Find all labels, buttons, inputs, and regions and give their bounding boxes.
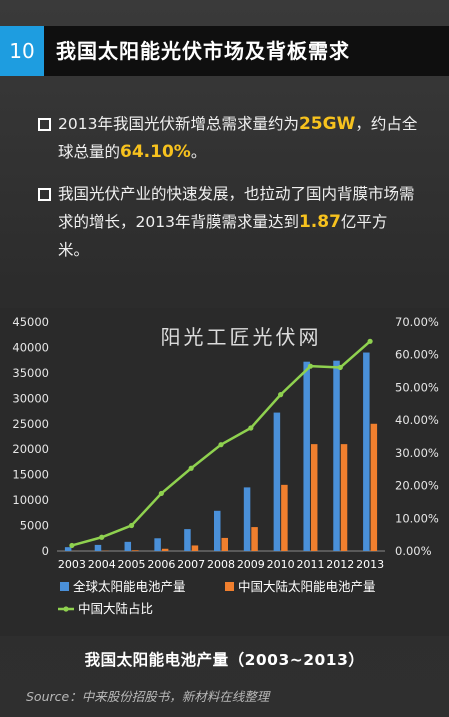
bullet-item-1: 2013年我国光伏新增总需求量约为25GW，约占全球总量的64.10%。 (38, 110, 418, 166)
bar-china (161, 548, 169, 551)
ratio-point (158, 490, 164, 497)
ratio-point (128, 522, 135, 529)
y-right-tick-label: 70.00% (395, 315, 439, 329)
bar-global (363, 352, 370, 551)
ratio-point (99, 534, 105, 540)
x-tick-label: 2013 (356, 558, 384, 571)
bar-china (132, 550, 139, 551)
legend-label-china: 中国大陆太阳能电池产量 (238, 579, 376, 594)
y-left-tick-label: 15000 (12, 468, 49, 482)
chart-panel: 阳光工匠光伏网 0 5000 10000 15000 20000 25000 30000 350… (0, 308, 449, 636)
x-tick-label: 2010 (267, 558, 295, 571)
bar-global (94, 544, 102, 551)
x-tick-label: 2008 (207, 558, 235, 571)
watermark-text: 阳光工匠光伏网 (161, 325, 322, 349)
bullet-text: 。 (190, 143, 207, 161)
y-left-tick-label: 20000 (12, 442, 49, 456)
legend-swatch-ratio-dot (63, 606, 69, 612)
x-tick-label: 2009 (237, 558, 265, 571)
ratio-point (367, 338, 373, 344)
y-left-tick-label: 0 (42, 544, 49, 558)
ratio-point (188, 465, 194, 471)
ratio-point (307, 363, 314, 369)
y-right-tick-label: 60.00% (395, 348, 439, 362)
bullet-list: 2013年我国光伏新增总需求量约为25GW，约占全球总量的64.10%。 我国光… (38, 110, 418, 278)
y-right-tick-label: 30.00% (395, 446, 439, 460)
legend-swatch-china (225, 582, 234, 591)
bullet-text: 我国光伏产业的快速发展，也拉动了国内背膜市场需求的增长，2013年背膜需求量达到 (58, 185, 415, 231)
highlight-value: 1.87 (298, 212, 341, 232)
bar-global (243, 487, 251, 551)
slide-title: 我国太阳能光伏市场及背板需求 (56, 39, 350, 63)
bullet-text: 亿平方米。 (58, 213, 388, 259)
y-left-tick-label: 35000 (12, 366, 49, 380)
y-right-tick-label: 10.00% (395, 511, 439, 525)
chart-caption: 我国太阳能电池产量（2003~2013） (84, 651, 365, 669)
bar-global (303, 361, 310, 551)
y-left-tick-label: 10000 (12, 493, 49, 507)
bullet-text: ，约占全球总量的 (58, 115, 418, 161)
bar-china (191, 545, 199, 551)
bar-china (221, 537, 228, 551)
ratio-point (69, 542, 75, 549)
bullet-text: 2013年我国光伏新增总需求量约为 (58, 115, 299, 133)
checkbox-square-icon (38, 188, 51, 201)
y-right-tick-label: 20.00% (395, 479, 439, 493)
x-tick-label: 2005 (118, 558, 146, 571)
bar-china (370, 423, 378, 551)
slide-header: 10 我国太阳能光伏市场及背板需求 (0, 26, 449, 76)
y-left-tick-label: 40000 (12, 340, 49, 354)
x-tick-label: 2003 (58, 558, 86, 571)
bar-global (184, 529, 191, 551)
y-left-tick-label: 45000 (12, 315, 49, 329)
ratio-point (248, 425, 254, 431)
ratio-point (337, 364, 343, 371)
bar-china (251, 527, 258, 551)
bar-global (214, 510, 221, 551)
checkbox-square-icon (38, 118, 51, 131)
x-tick-label: 2011 (296, 558, 324, 571)
bar-global (64, 547, 72, 551)
bar-global (124, 541, 132, 551)
y-left-tick-label: 25000 (12, 417, 49, 431)
legend-label-ratio: 中国大陆占比 (78, 601, 153, 616)
source-note: Source：中来股份招股书，新材料在线整理 (26, 689, 270, 704)
ratio-point (278, 392, 284, 398)
bar-china (281, 484, 288, 551)
bar-china (310, 444, 318, 551)
slide-number: 10 (0, 26, 44, 76)
x-tick-label: 2006 (147, 558, 175, 571)
bar-global (333, 360, 340, 551)
ratio-point (218, 442, 224, 448)
bar-china (340, 444, 348, 551)
legend-label-global: 全球太阳能电池产量 (73, 579, 186, 594)
x-tick-label: 2012 (326, 558, 354, 571)
x-tick-label: 2004 (88, 558, 116, 571)
y-right-tick-label: 50.00% (395, 380, 439, 394)
x-tick-label: 2007 (177, 558, 205, 571)
bullet-item-2: 我国光伏产业的快速发展，也拉动了国内背膜市场需求的增长，2013年背膜需求量达到… (38, 180, 418, 264)
bar-global (154, 538, 161, 551)
highlight-value: 25GW (298, 114, 356, 134)
production-chart: 阳光工匠光伏网 0 5000 10000 15000 20000 25000 30000 350… (12, 315, 439, 616)
y-left-tick-label: 30000 (12, 391, 49, 405)
y-left-tick-label: 5000 (20, 519, 49, 533)
legend-swatch-global (60, 582, 69, 591)
bar-global (273, 412, 281, 551)
y-right-tick-label: 0.00% (395, 544, 432, 558)
y-right-tick-label: 40.00% (395, 413, 439, 427)
highlight-value: 64.10% (120, 142, 191, 162)
